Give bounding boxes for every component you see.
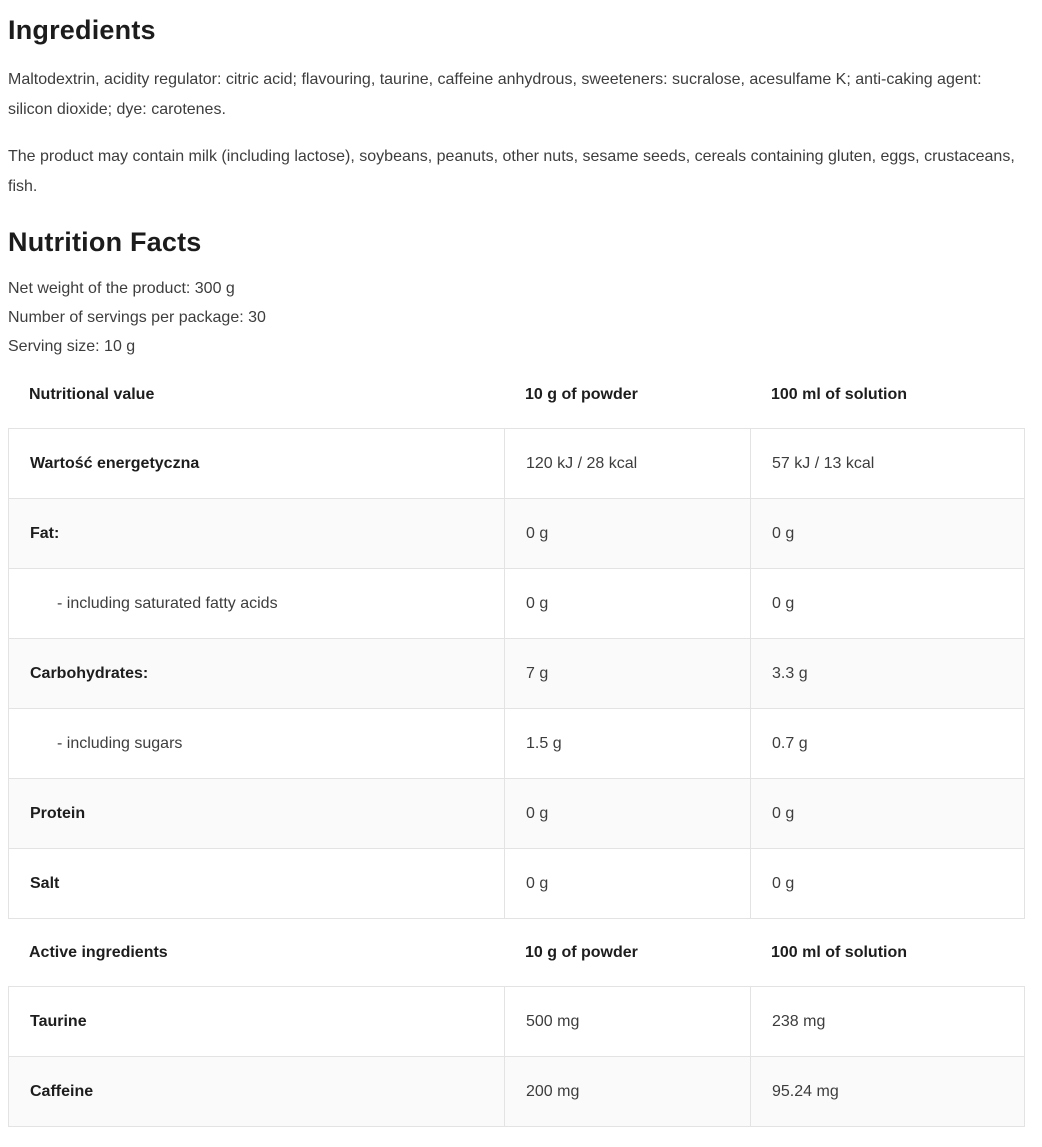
active-ingredients-table-header: Active ingredients 10 g of powder 100 ml… (8, 919, 1025, 986)
row-value-powder: 0 g (504, 779, 750, 848)
row-value-solution: 3.3 g (750, 639, 1024, 708)
row-value-solution: 0 g (750, 499, 1024, 568)
table-row-protein: Protein 0 g 0 g (9, 778, 1024, 848)
column-header-powder: 10 g of powder (525, 385, 638, 403)
net-weight-line: Net weight of the product: 300 g (8, 280, 235, 297)
row-label: Taurine (30, 1012, 87, 1030)
nutritional-value-table: Nutritional value 10 g of powder 100 ml … (8, 361, 1025, 919)
table-row-saturated-fat: - including saturated fatty acids 0 g 0 … (9, 568, 1024, 638)
active-ingredients-table-body: Taurine 500 mg 238 mg Caffeine 200 mg 95… (8, 986, 1025, 1127)
row-label: Wartość energetyczna (30, 454, 200, 472)
nutritional-value-table-body: Wartość energetyczna 120 kJ / 28 kcal 57… (8, 428, 1025, 919)
ingredients-title: Ingredients (8, 15, 156, 45)
row-label: Carbohydrates: (30, 664, 149, 682)
row-value-powder: 200 mg (504, 1057, 750, 1126)
serving-size-line: Serving size: 10 g (8, 338, 136, 355)
allergen-paragraph: The product may contain milk (including … (8, 148, 1015, 195)
row-label: Protein (30, 804, 86, 822)
row-value-powder: 120 kJ / 28 kcal (504, 429, 750, 498)
column-header-active-ingredients: Active ingredients (29, 943, 168, 961)
nutrition-facts-title: Nutrition Facts (8, 227, 202, 257)
row-label: - including saturated fatty acids (57, 594, 278, 612)
row-value-solution: 0.7 g (750, 709, 1024, 778)
row-value-powder: 7 g (504, 639, 750, 708)
nutritional-value-table-header: Nutritional value 10 g of powder 100 ml … (8, 361, 1025, 428)
serving-info: Net weight of the product: 300 g Number … (8, 274, 1025, 361)
ingredients-paragraph: Maltodextrin, acidity regulator: citric … (8, 71, 982, 118)
table-row-fat: Fat: 0 g 0 g (9, 498, 1024, 568)
row-label: Caffeine (30, 1082, 94, 1100)
row-value-solution: 0 g (750, 569, 1024, 638)
row-label: Fat: (30, 524, 60, 542)
table-row-caffeine: Caffeine 200 mg 95.24 mg (9, 1056, 1024, 1126)
table-row-energy: Wartość energetyczna 120 kJ / 28 kcal 57… (9, 429, 1024, 498)
row-label: Salt (30, 874, 60, 892)
row-value-solution: 238 mg (750, 987, 1024, 1056)
column-header-solution: 100 ml of solution (771, 943, 908, 961)
servings-per-package-line: Number of servings per package: 30 (8, 309, 266, 326)
row-label: - including sugars (57, 734, 183, 752)
column-header-nutritional-value: Nutritional value (29, 385, 155, 403)
row-value-powder: 0 g (504, 569, 750, 638)
row-value-powder: 0 g (504, 499, 750, 568)
row-value-solution: 57 kJ / 13 kcal (750, 429, 1024, 498)
row-value-solution: 0 g (750, 849, 1024, 918)
column-header-solution: 100 ml of solution (771, 385, 908, 403)
row-value-solution: 95.24 mg (750, 1057, 1024, 1126)
row-value-powder: 0 g (504, 849, 750, 918)
table-row-salt: Salt 0 g 0 g (9, 848, 1024, 918)
table-row-taurine: Taurine 500 mg 238 mg (9, 987, 1024, 1056)
active-ingredients-table: Active ingredients 10 g of powder 100 ml… (8, 919, 1025, 1127)
table-row-carbohydrates: Carbohydrates: 7 g 3.3 g (9, 638, 1024, 708)
row-value-powder: 1.5 g (504, 709, 750, 778)
table-row-sugars: - including sugars 1.5 g 0.7 g (9, 708, 1024, 778)
row-value-solution: 0 g (750, 779, 1024, 848)
column-header-powder: 10 g of powder (525, 943, 638, 961)
row-value-powder: 500 mg (504, 987, 750, 1056)
